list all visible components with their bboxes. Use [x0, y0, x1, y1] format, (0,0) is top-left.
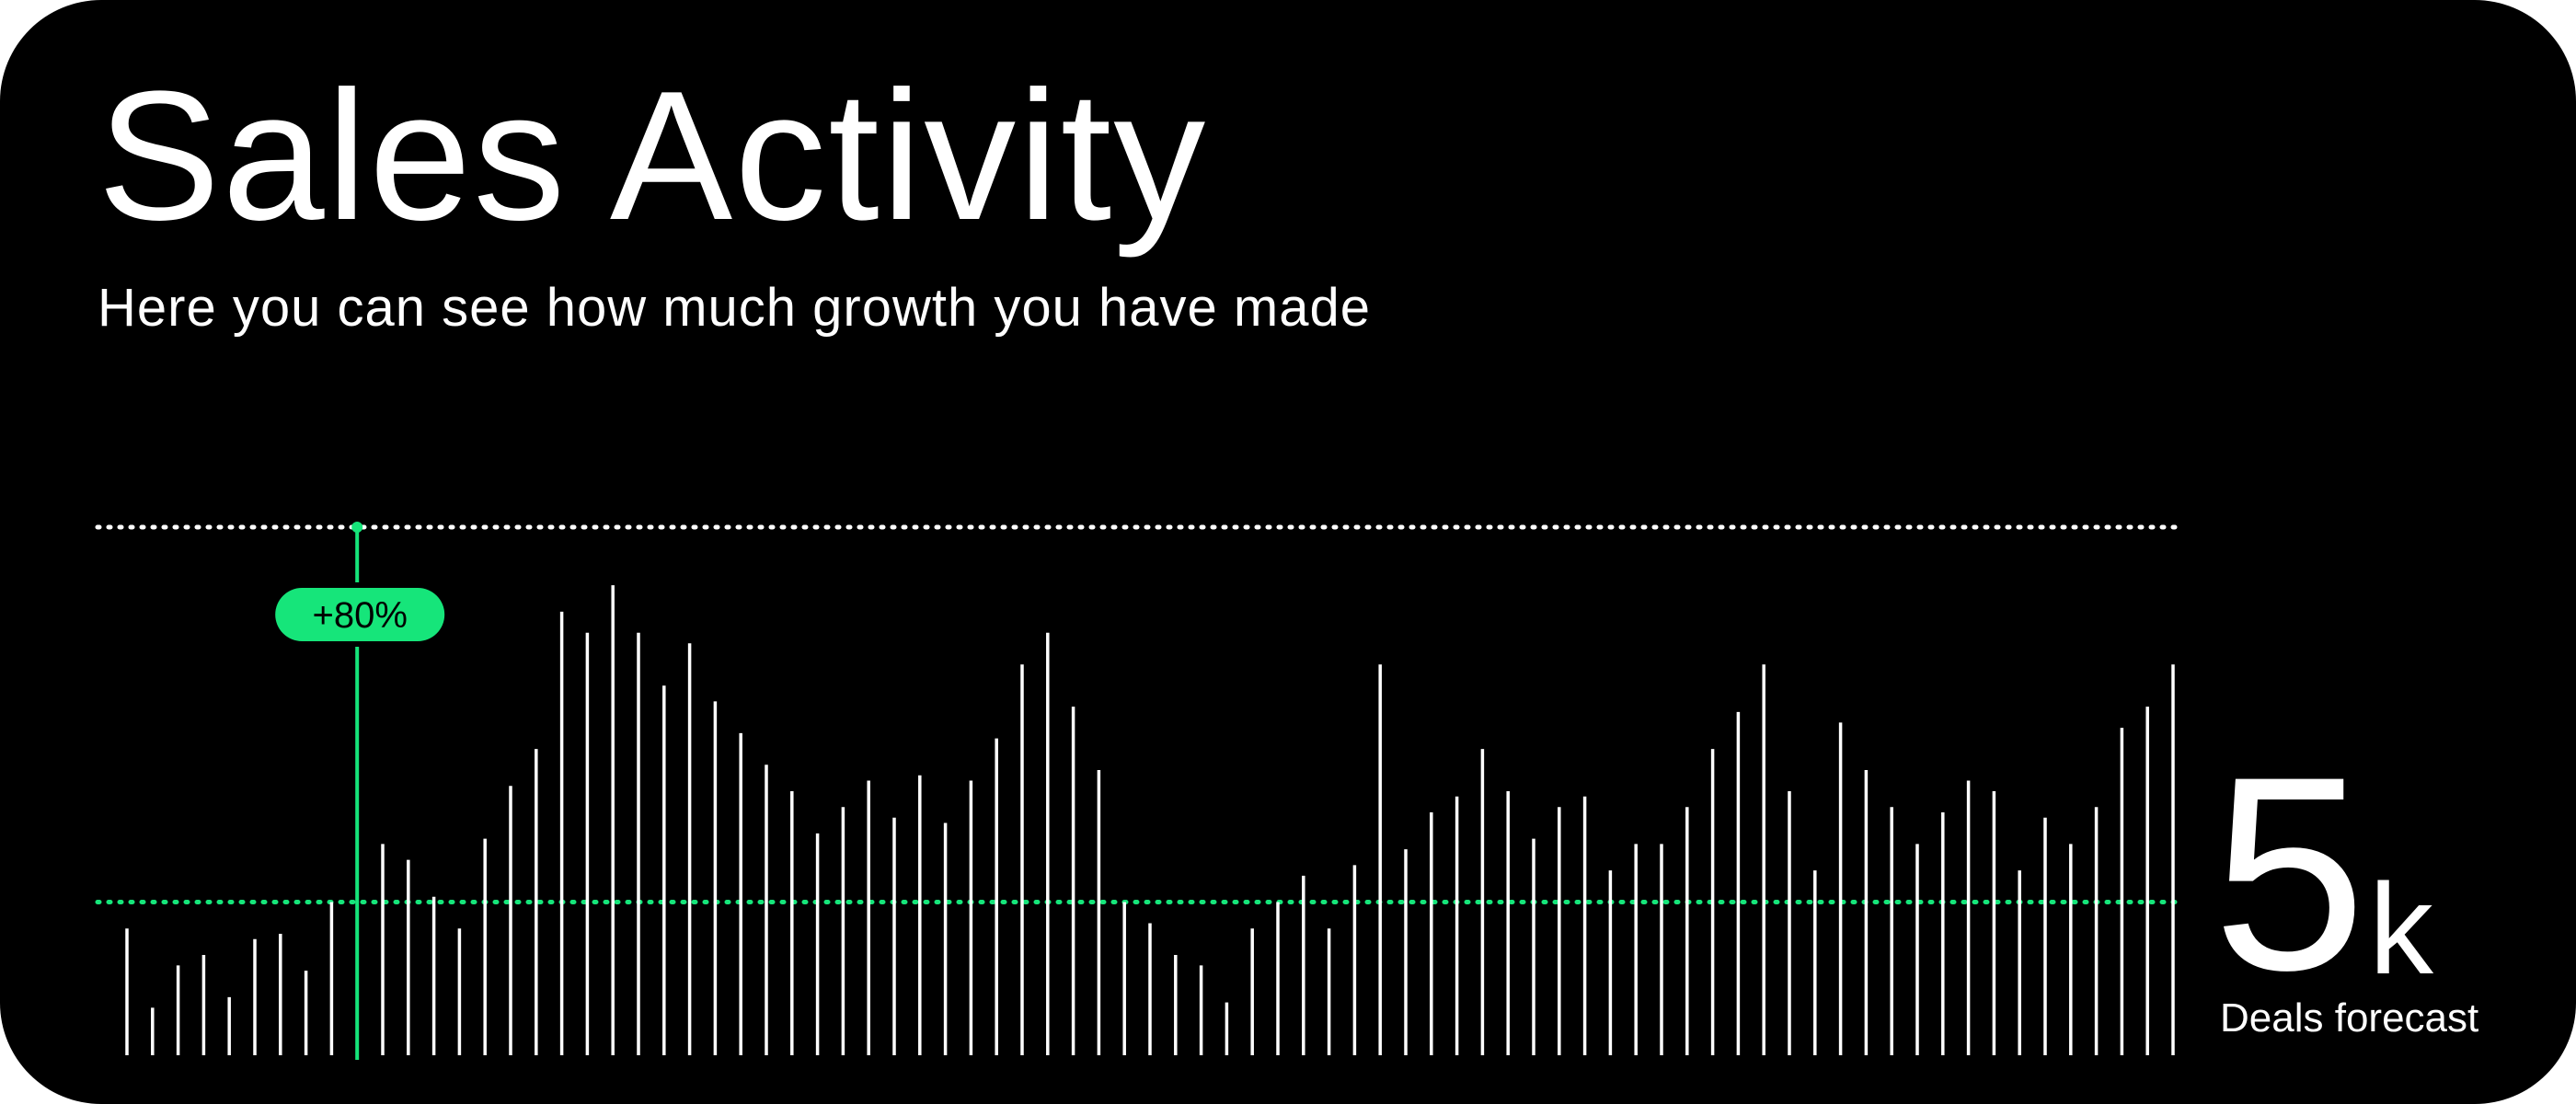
kpi-value: 5 — [2213, 719, 2366, 1028]
reference-lines — [95, 524, 2183, 905]
card-title: Sales Activity — [98, 53, 1208, 259]
kpi-unit: k — [2369, 857, 2433, 1001]
growth-badge — [275, 588, 445, 641]
highlight-dot — [351, 522, 363, 533]
deals-forecast-kpi: 5 k Deals forecast — [2213, 719, 2516, 1039]
card-subtitle: Here you can see how much growth you hav… — [98, 278, 1371, 338]
kpi-label: Deals forecast — [2220, 995, 2479, 1041]
bars-group — [125, 585, 2175, 1055]
highlight-marker: +80% — [275, 522, 445, 1060]
growth-badge-label: +80% — [312, 595, 407, 636]
